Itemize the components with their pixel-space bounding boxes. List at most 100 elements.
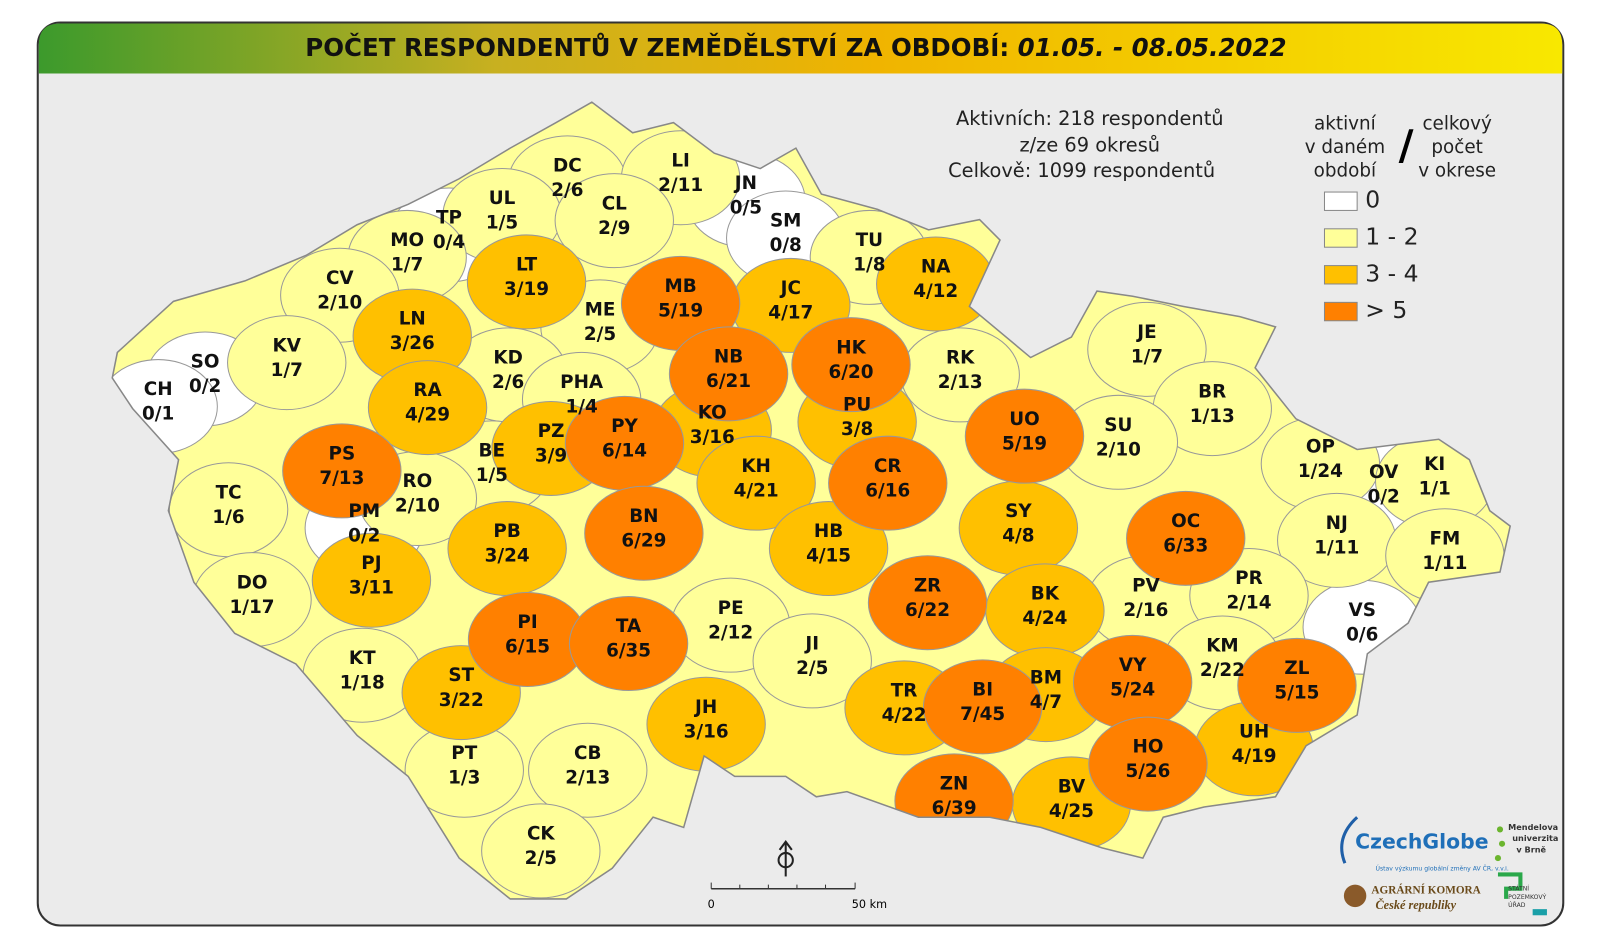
district-code: VY <box>1119 655 1147 676</box>
district-code: CK <box>527 824 555 845</box>
district-count: 1/4 <box>566 397 598 418</box>
summary-line: z/ze 69 okresů <box>1019 134 1160 157</box>
district-count: 2/6 <box>551 180 583 201</box>
district-count: 4/12 <box>913 281 958 302</box>
title: POČET RESPONDENTŮ V ZEMĚDĚLSTVÍ ZA OBDOB… <box>305 32 1286 62</box>
district-code: TC <box>216 482 242 503</box>
district-shape <box>1088 716 1208 812</box>
title-bar <box>38 23 1563 74</box>
district-code: ZL <box>1284 658 1309 679</box>
district-count: 6/39 <box>932 798 977 819</box>
district-code: BM <box>1030 667 1062 688</box>
legend-swatch <box>1323 191 1358 211</box>
district-code: BE <box>479 440 506 461</box>
district-code: CV <box>326 268 354 289</box>
district-code: CH <box>144 379 173 400</box>
district-shape <box>696 435 816 531</box>
district-code: BN <box>629 506 658 527</box>
district-code: SU <box>1104 415 1132 436</box>
district-code: BI <box>972 680 993 701</box>
district-count: 5/15 <box>1274 683 1319 704</box>
district-count: 6/35 <box>606 641 651 662</box>
district-count: 3/19 <box>504 279 549 300</box>
district-count: 1/6 <box>212 507 244 528</box>
district-count: 6/14 <box>602 440 647 461</box>
district-labels: DC 2/6 LI 2/11 JN 0/5 UL 1/5 CL 2/9 TP 0/4 MO 1/7 SM 0/… <box>142 150 1467 869</box>
legend-header: celkový <box>1422 114 1492 135</box>
district-count: 0/1 <box>142 404 174 425</box>
district-shape <box>568 596 689 692</box>
district-count: 6/29 <box>621 530 666 551</box>
district-count: 6/16 <box>865 480 910 501</box>
district-code: KT <box>349 648 376 669</box>
district-count: 7/45 <box>960 704 1005 725</box>
district-shape <box>752 613 872 709</box>
district-code: KD <box>493 348 522 369</box>
district-code: RA <box>413 380 442 401</box>
district-code: HK <box>836 337 866 358</box>
legend-swatch <box>1323 265 1358 285</box>
district-count: 4/17 <box>768 303 813 324</box>
district-count: 0/5 <box>730 197 762 218</box>
district-count: 1/17 <box>230 597 275 618</box>
district-count: 4/29 <box>405 405 450 426</box>
district-code: BR <box>1198 381 1226 402</box>
logo-spu: STÁTNÍ <box>1508 884 1529 893</box>
district-code: DO <box>237 572 268 593</box>
district-code: PS <box>329 444 356 465</box>
legend-label: 1 - 2 <box>1365 223 1418 251</box>
district-code: PV <box>1132 575 1160 596</box>
district-code: CR <box>874 456 902 477</box>
district-count: 1/5 <box>486 213 518 234</box>
district-code: JH <box>693 697 717 718</box>
district-shape <box>554 173 674 269</box>
district-shape <box>922 659 1043 755</box>
district-shape <box>481 803 601 899</box>
district-count: 5/24 <box>1110 680 1155 701</box>
logo-czechglobe-sub: Ústav výzkumu globální změny AV ČR, v.v.… <box>1376 863 1509 872</box>
district-code: LI <box>671 150 690 171</box>
district-shape <box>964 388 1085 484</box>
district-count: 2/13 <box>565 767 610 788</box>
logo-czechglobe: CzechGlobe <box>1355 830 1488 854</box>
district-code: LN <box>399 309 426 330</box>
district-shape <box>668 326 789 422</box>
district-count: 1/7 <box>271 360 303 381</box>
district-count: 5/19 <box>658 301 703 322</box>
legend-header: v daném <box>1305 137 1385 158</box>
district-code: PJ <box>361 553 381 574</box>
district-count: 3/8 <box>841 419 873 440</box>
district-count: 2/10 <box>395 496 440 517</box>
district-shape <box>1237 637 1357 733</box>
district-code: KO <box>698 403 727 424</box>
district-code: MO <box>390 230 424 251</box>
district-count: 2/22 <box>1200 660 1245 681</box>
district-count: 1/11 <box>1314 538 1359 559</box>
district-count: 2/16 <box>1123 600 1168 621</box>
district-count: 7/13 <box>319 468 364 489</box>
district-code: JN <box>733 173 757 194</box>
district-count: 0/2 <box>348 525 380 546</box>
district-shape <box>1126 490 1246 586</box>
district-count: 6/33 <box>1163 535 1208 556</box>
legend: 0 1 - 2 3 - 4 > 5 <box>1323 186 1419 324</box>
district-count: 6/21 <box>706 371 751 392</box>
district-code: TU <box>856 230 883 251</box>
logo-spu: POZEMKOVÝ <box>1508 892 1546 901</box>
legend-separator: / <box>1399 121 1414 169</box>
district-code: KV <box>273 335 302 356</box>
district-code: PU <box>843 395 871 416</box>
district-count: 1/7 <box>1131 347 1163 368</box>
legend-label: 3 - 4 <box>1365 259 1418 287</box>
district-code: ZN <box>940 774 969 795</box>
scale-bar: 0 50 km <box>708 882 887 911</box>
district-count: 0/8 <box>770 235 802 256</box>
district-code: NA <box>921 257 951 278</box>
district-code: JI <box>803 634 819 655</box>
district-code: PR <box>1235 568 1263 589</box>
district-count: 3/24 <box>485 546 530 567</box>
district-code: NB <box>714 347 743 368</box>
district-count: 1/13 <box>1190 406 1235 427</box>
logo-agrarni: AGRÁRNÍ KOMORA <box>1371 884 1481 896</box>
district-shape <box>791 317 911 413</box>
